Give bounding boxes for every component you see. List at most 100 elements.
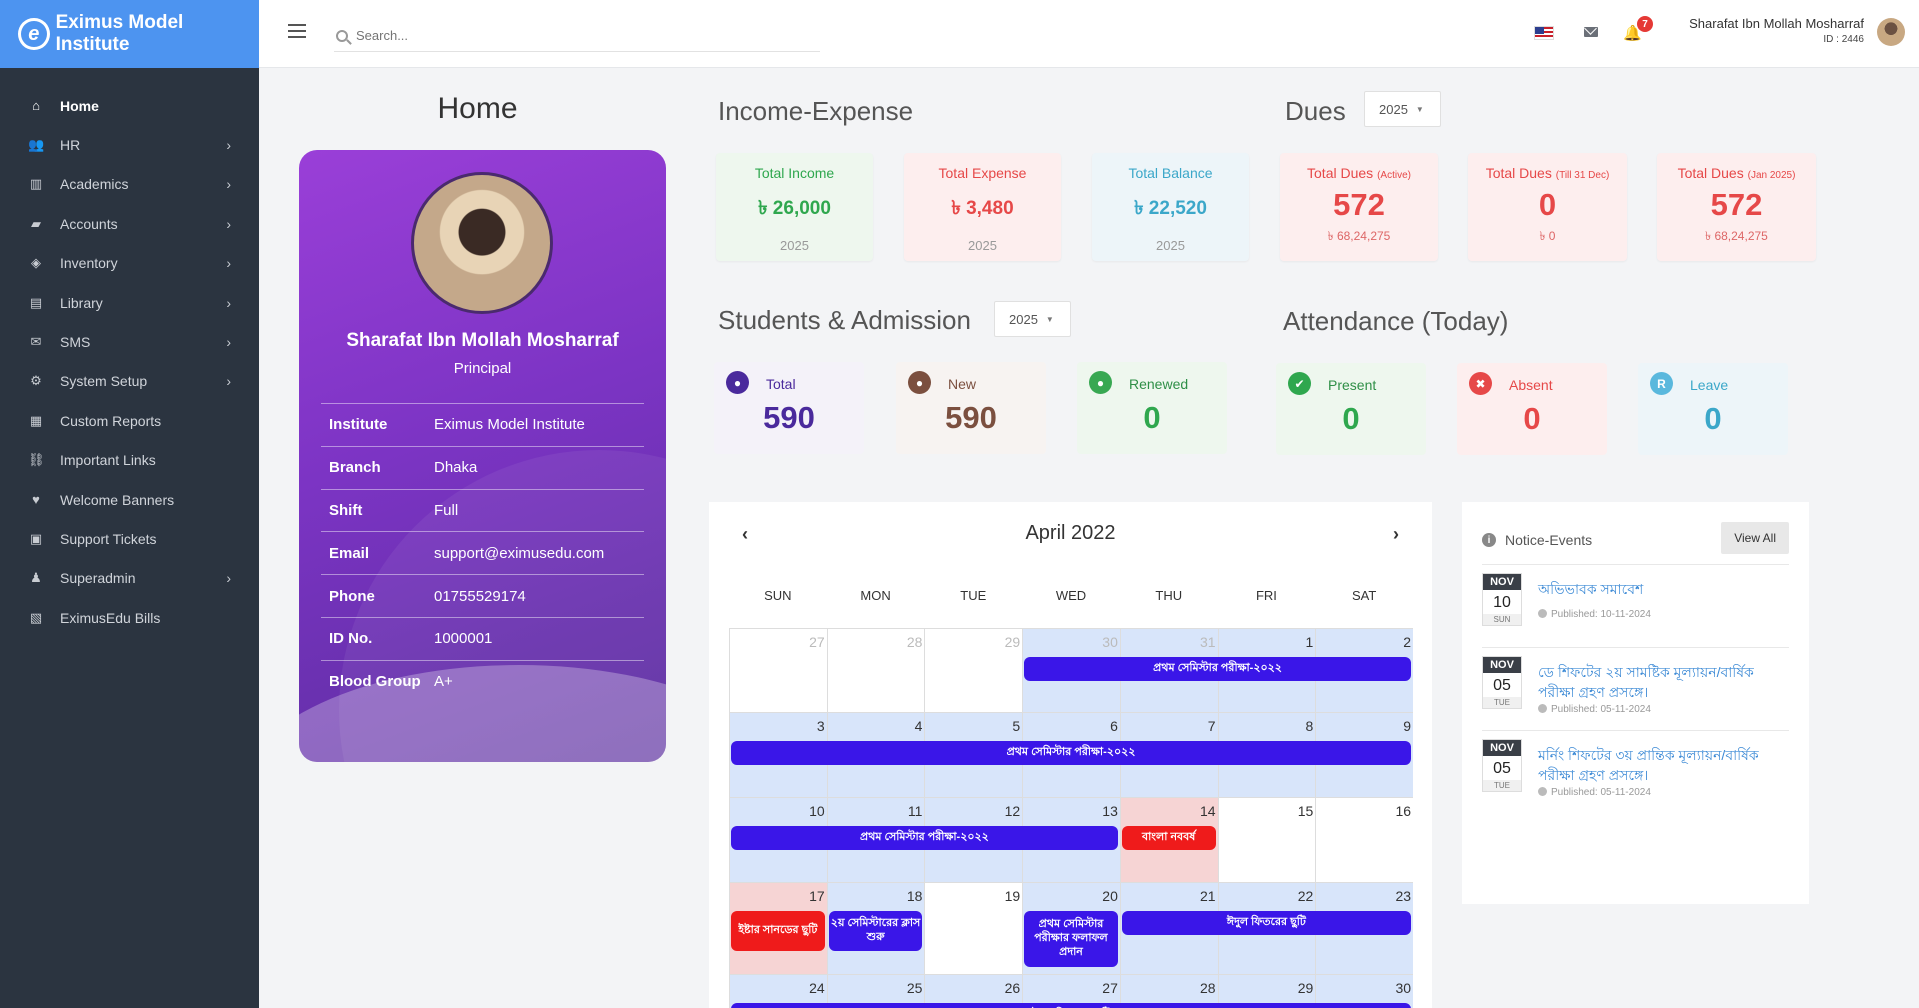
bell-icon[interactable]: 🔔: [1623, 25, 1642, 42]
calendar-day-cell[interactable]: 29: [924, 629, 1022, 712]
stat-label: Total Dues (Jan 2025): [1677, 165, 1796, 181]
calendar-event[interactable]: প্রথম সেমিস্টার পরীক্ষার ফলাফল প্রদান: [1024, 911, 1118, 967]
calendar-event[interactable]: ২য় সেমিস্টারের ক্লাস শুরু: [828, 911, 923, 951]
search-input[interactable]: [356, 28, 796, 43]
calendar-event[interactable]: ঈদুল ফিতরের ছুটি: [1121, 911, 1411, 935]
calendar-event[interactable]: বাংলা নববর্ষ: [1121, 826, 1216, 850]
sidebar-item-hr[interactable]: 👥 HR ›: [0, 125, 259, 164]
calendar: ‹ April 2022 › SUN MON TUE WED THU FRI SAT 27 2…: [709, 502, 1432, 1008]
calendar-event[interactable]: প্রথম সেমিস্টার পরীক্ষা-২০২২: [731, 741, 1411, 765]
sidebar-item-inventory[interactable]: ◈ Inventory ›: [0, 244, 259, 283]
sidebar-item-eximusedu-bills[interactable]: ▧ EximusEdu Bills: [0, 598, 259, 637]
view-all-button[interactable]: View All: [1721, 522, 1789, 554]
students-year-select[interactable]: 2025 ▼: [994, 301, 1071, 337]
sidebar-item-superadmin[interactable]: ♟ Superadmin ›: [0, 559, 259, 598]
sidebar-item-academics[interactable]: ▥ Academics ›: [0, 165, 259, 204]
stat-amount: ৳ 68,24,275: [1705, 229, 1768, 243]
profile-info-value: 1000001: [434, 630, 493, 648]
selected-year: 2025: [1379, 101, 1408, 117]
bill-icon: ▧: [29, 609, 43, 625]
stat-value: 0: [1538, 187, 1557, 222]
us-flag-icon[interactable]: [1534, 26, 1554, 40]
mail-icon[interactable]: [1584, 27, 1598, 37]
notice-events-panel: i Notice-Events View All NOV 10 SUN অভিভাবক…: [1462, 502, 1809, 904]
avatar[interactable]: [1877, 18, 1905, 46]
notice-published-date: Published: 10-11-2024: [1551, 609, 1651, 620]
calendar-day-cell[interactable]: 25: [826, 975, 925, 1008]
notice-day: 10: [1493, 594, 1511, 611]
stat-label: Leave: [1690, 377, 1729, 393]
notice-title-link[interactable]: অভিভাবক সমাবেশ: [1538, 581, 1644, 597]
chevron-right-icon: ›: [226, 215, 231, 232]
calendar-day-cell[interactable]: 30: [1315, 975, 1414, 1008]
profile-info-table: Institute Eximus Model Institute Branch Dha…: [321, 403, 644, 703]
stat-label: Renewed: [1129, 376, 1189, 392]
stat-value: 590: [763, 400, 815, 435]
calendar-day-cell[interactable]: 29: [1217, 975, 1316, 1008]
attendance-absent-card: ✖ Absent 0: [1457, 363, 1607, 455]
stat-label: Present: [1328, 377, 1377, 393]
clock-icon: [1538, 704, 1547, 713]
search-bar[interactable]: [334, 20, 820, 52]
sidebar-item-welcome-banners[interactable]: ♥ Welcome Banners: [0, 480, 259, 519]
stat-label: Total Income: [754, 165, 835, 181]
user-plus-icon: ●: [908, 371, 931, 394]
calendar-event[interactable]: ইষ্টার সানডের ছুটি: [731, 911, 825, 951]
notice-title-link[interactable]: মর্নিং শিফটের ৩য় প্রান্তিক মূল্যায়ন/বা…: [1538, 747, 1759, 784]
profile-info-key: Email: [329, 544, 370, 562]
calendar-day-cell[interactable]: 16: [1315, 798, 1413, 882]
notification-count-badge: 7: [1637, 16, 1653, 32]
calendar-event[interactable]: প্রথম সেমিস্টার পরীক্ষা-২০২২: [731, 826, 1118, 850]
calendar-day-cell[interactable]: 19: [924, 883, 1022, 974]
weekday-label: WED: [1055, 588, 1087, 603]
sidebar-item-label: Welcome Banners: [60, 491, 175, 508]
profile-info-key: Institute: [329, 416, 388, 434]
dues-active-card: Total Dues (Active) 572 ৳ 68,24,275: [1280, 153, 1438, 261]
sidebar-item-support-tickets[interactable]: ▣ Support Tickets: [0, 519, 259, 558]
user-name[interactable]: Sharafat Ibn Mollah Mosharraf: [1689, 16, 1864, 31]
calendar-day-cell[interactable]: 28: [1119, 975, 1218, 1008]
calendar-day-cell[interactable]: 27: [729, 629, 827, 712]
notice-title-link[interactable]: ডে শিফটের ২য় সামষ্টিক মূল্যায়ন/বার্ষিক…: [1538, 664, 1754, 701]
stat-label: Total Balance: [1128, 165, 1213, 181]
caret-down-icon: ▼: [1415, 104, 1424, 114]
sidebar-item-sms[interactable]: ✉ SMS ›: [0, 322, 259, 361]
dues-year-select[interactable]: 2025 ▼: [1364, 91, 1441, 127]
total-balance-card: Total Balance ৳ 22,520 2025: [1092, 153, 1249, 261]
calendar-event[interactable]: প্রথম সেমিস্টার পরীক্ষা-২০২২: [1024, 657, 1411, 681]
user-id: ID : 2446: [1823, 34, 1864, 45]
sidebar-item-home[interactable]: ⌂ Home: [0, 86, 259, 125]
calendar-day-cell[interactable]: 24: [729, 975, 827, 1008]
stat-label: Total: [766, 376, 796, 392]
profile-info-value: 01755529174: [434, 587, 526, 605]
brand[interactable]: e Eximus Model Institute: [0, 0, 259, 68]
cogs-icon: ⚙: [30, 373, 42, 389]
profile-info-row: ID No. 1000001: [321, 616, 644, 660]
menu-toggle-icon[interactable]: [288, 24, 306, 38]
sidebar-item-accounts[interactable]: ▰ Accounts ›: [0, 204, 259, 243]
calendar-next-button[interactable]: ›: [1393, 524, 1399, 544]
students-admission-title: Students & Admission: [718, 305, 971, 335]
calendar-event[interactable]: ঈদুল ফিতরের ছুটি: [731, 1003, 1411, 1008]
calendar-day-cell[interactable]: 26: [924, 975, 1023, 1008]
chevron-right-icon: ›: [226, 176, 231, 193]
sidebar-item-library[interactable]: ▤ Library ›: [0, 283, 259, 322]
sidebar-item-custom-reports[interactable]: ▦ Custom Reports: [0, 401, 259, 440]
sidebar-item-important-links[interactable]: ⛓ Important Links: [0, 441, 259, 480]
sidebar-item-label: HR: [60, 137, 81, 154]
check-circle-icon: ✔: [1288, 372, 1311, 395]
calendar-day-cell[interactable]: 15: [1217, 798, 1316, 882]
sms-icon: ✉: [30, 334, 42, 350]
calendar-day-cell[interactable]: 28: [826, 629, 925, 712]
chevron-right-icon: ›: [226, 255, 231, 272]
weekday-label: THU: [1155, 588, 1183, 603]
profile-info-row: Shift Full: [321, 488, 644, 532]
chevron-right-icon: ›: [226, 373, 231, 390]
notice-published: Published: 05-11-2024: [1538, 704, 1651, 715]
calendar-prev-button[interactable]: ‹: [742, 524, 748, 544]
notice-events-header: i Notice-Events: [1482, 532, 1592, 548]
profile-info-key: ID No.: [329, 630, 373, 648]
profile-info-row: Email support@eximusedu.com: [321, 531, 644, 574]
sidebar-item-system-setup[interactable]: ⚙ System Setup ›: [0, 362, 259, 401]
calendar-day-cell[interactable]: 27: [1022, 975, 1120, 1008]
